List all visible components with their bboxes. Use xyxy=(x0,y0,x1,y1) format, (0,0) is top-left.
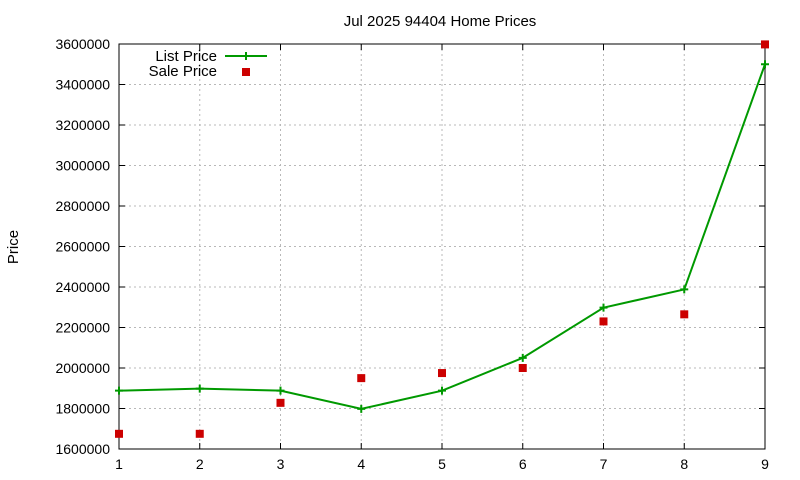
sale-price-point xyxy=(438,369,446,378)
y-tick-label: 2400000 xyxy=(55,279,110,295)
sale-price-point xyxy=(599,317,608,326)
y-tick-label: 2000000 xyxy=(55,360,110,376)
sale-price-point xyxy=(276,398,285,407)
legend-marker-list-price xyxy=(242,52,250,60)
y-tick-label: 1800000 xyxy=(55,401,110,417)
x-tick-label: 1 xyxy=(115,456,123,472)
x-tick-label: 9 xyxy=(761,456,769,472)
list-price-point xyxy=(761,60,769,69)
y-tick-label: 2200000 xyxy=(55,320,110,336)
list-price-point xyxy=(195,384,204,393)
legend-marker-sale-price xyxy=(242,68,250,76)
list-price-point xyxy=(680,285,689,294)
y-tick-label: 3000000 xyxy=(55,158,110,174)
x-tick-label: 8 xyxy=(680,456,688,472)
y-tick-label: 3600000 xyxy=(55,36,110,52)
y-tick-label: 1600000 xyxy=(55,441,110,457)
list-price-point xyxy=(357,404,366,413)
y-tick-label: 3400000 xyxy=(55,77,110,93)
list-price-point xyxy=(599,303,608,312)
sale-price-point xyxy=(357,374,366,383)
series-layer xyxy=(115,40,769,438)
legend: List Price Sale Price xyxy=(149,48,267,80)
y-tick-label: 2800000 xyxy=(55,198,110,214)
list-price-point xyxy=(276,386,285,395)
legend-label-list-price: List Price xyxy=(155,48,217,65)
legend-label-sale-price: Sale Price xyxy=(149,63,217,80)
sale-price-point xyxy=(518,364,527,372)
list-price-point xyxy=(438,386,446,395)
x-tick-label: 6 xyxy=(519,456,527,472)
sale-price-point xyxy=(115,429,123,438)
x-tick-label: 2 xyxy=(196,456,204,472)
sale-price-point xyxy=(761,40,769,49)
sale-price-point xyxy=(195,429,204,438)
x-tick-label: 3 xyxy=(277,456,285,472)
plot-frame xyxy=(118,43,766,450)
x-tick-label: 4 xyxy=(357,456,365,472)
x-tick-label: 7 xyxy=(600,456,608,472)
chart-title: Jul 2025 94404 Home Prices xyxy=(344,13,537,30)
sale-price-point xyxy=(680,310,689,319)
list-price-point xyxy=(518,353,527,362)
y-tick-label: 3200000 xyxy=(55,117,110,133)
y-axis-label: Price xyxy=(5,230,22,264)
x-tick-label: 5 xyxy=(438,456,446,472)
list-price-point xyxy=(115,386,123,395)
y-tick-label: 2600000 xyxy=(55,239,110,255)
axes: 1600000 1800000 2000000 2200000 2400000 26000… xyxy=(55,36,769,472)
